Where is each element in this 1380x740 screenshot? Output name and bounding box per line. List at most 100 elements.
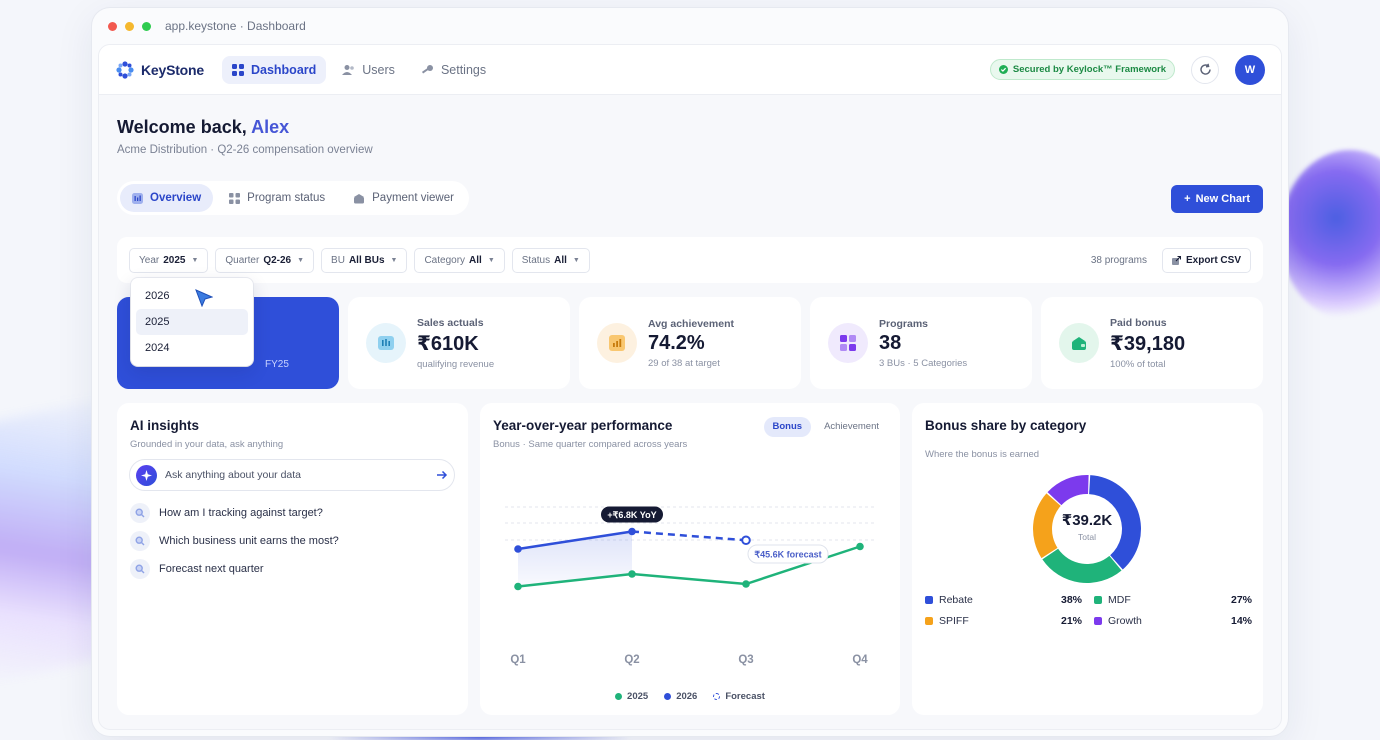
refresh-icon	[1199, 63, 1211, 75]
x-tick-label: Q2	[624, 654, 639, 666]
export-csv-button[interactable]: Export CSV	[1161, 247, 1251, 273]
top-nav: KeyStone Dashboard Users	[99, 45, 1281, 95]
export-csv-label: Export CSV	[1185, 254, 1241, 266]
toggle-achievement[interactable]: Achievement	[824, 421, 879, 432]
security-badge-label: Secured by Keylock™ Framework	[1012, 64, 1166, 75]
nav-item-settings[interactable]: Settings	[411, 56, 496, 84]
legend-percent: 27%	[1230, 594, 1252, 606]
data-point-2025	[742, 580, 750, 588]
filter-label: Year	[139, 254, 160, 266]
legend-swatch	[925, 617, 933, 625]
tab-payment-viewer[interactable]: Payment viewer	[341, 184, 466, 212]
filter-year[interactable]: Year 2025 ▼	[129, 247, 209, 273]
ai-insights-panel: AI insights Grounded in your data, ask a…	[117, 403, 468, 715]
yoy-legend: 2025 2026 Forecast	[480, 691, 900, 702]
filter-value: All	[554, 254, 567, 266]
nav-item-label: Settings	[440, 62, 487, 77]
legend-label: MDF	[1108, 594, 1131, 606]
sparkle-icon	[136, 464, 157, 486]
legend-item-2025: 2025	[615, 691, 648, 702]
filter-label: Status	[521, 254, 551, 266]
kpi-card-programs[interactable]: Programs 38 3 BUs · 5 Categories	[810, 297, 1032, 389]
legend-label: SPIFF	[939, 615, 969, 627]
x-tick-label: Q3	[738, 654, 753, 666]
legend-item-forecast: Forecast	[713, 691, 765, 702]
filter-value: All BUs	[348, 254, 385, 266]
new-chart-button[interactable]: + New Chart	[1171, 185, 1263, 213]
mouse-cursor-icon	[195, 289, 213, 307]
page-title: Welcome back, Alex	[117, 117, 289, 138]
kpi-card-avg-achievement[interactable]: Avg achievement 74.2% 29 of 38 at target	[579, 297, 801, 389]
ai-suggestion-item[interactable]: Forecast next quarter	[130, 559, 264, 579]
filter-status[interactable]: Status All ▼	[511, 247, 590, 273]
kpi-value: ₹610K	[417, 332, 479, 355]
search-icon	[130, 559, 150, 579]
kpi-label: Paid bonus	[1110, 316, 1167, 329]
users-icon	[342, 64, 355, 75]
grid-icon	[229, 192, 241, 204]
data-point-2025	[628, 570, 636, 578]
filter-label: Quarter	[225, 254, 260, 266]
x-tick-label: Q1	[510, 654, 526, 666]
wallet-icon	[354, 193, 365, 203]
kpi-sub: 100% of total	[1110, 358, 1166, 370]
tab-label: Program status	[247, 192, 326, 204]
nav-item-users[interactable]: Users	[332, 56, 405, 84]
ai-suggestion-item[interactable]: Which business unit earns the most?	[130, 531, 339, 551]
kpi-sub: 29 of 38 at target	[648, 357, 720, 369]
welcome-prefix: Welcome back,	[117, 117, 247, 137]
brand-logo[interactable]: KeyStone	[115, 60, 204, 80]
tab-program-status[interactable]: Program status	[217, 184, 337, 212]
legend-label: Growth	[1108, 615, 1142, 627]
nav-item-dashboard[interactable]: Dashboard	[221, 55, 327, 84]
minimize-window-button[interactable]	[125, 21, 134, 31]
filter-label: BU	[331, 254, 345, 266]
keystone-logo-icon	[116, 60, 134, 79]
user-avatar[interactable]: W	[1235, 54, 1265, 85]
legend-item-2026: 2026	[664, 691, 697, 702]
shield-check-icon	[998, 65, 1008, 74]
ai-ask-placeholder: Ask anything about your data	[165, 469, 302, 481]
bonus-share-title: Bonus share by category	[925, 418, 1087, 433]
ai-ask-input[interactable]: Ask anything about your data	[129, 459, 455, 491]
filter-bu[interactable]: BU All BUs ▼	[321, 247, 408, 273]
ai-suggestion-item[interactable]: How am I tracking against target?	[130, 503, 323, 523]
new-chart-label: New Chart	[1195, 193, 1250, 205]
brand-name: KeyStone	[141, 61, 204, 78]
donut-slice-growth	[1047, 475, 1089, 506]
legend-item-mdf: MDF	[1094, 594, 1131, 606]
filter-quarter[interactable]: Quarter Q2-26 ▼	[215, 247, 315, 273]
legend-percent: 38%	[1060, 594, 1082, 606]
legend-swatch	[1094, 596, 1102, 604]
yoy-callout-bg	[601, 506, 663, 523]
maximize-window-button[interactable]	[142, 21, 151, 31]
app-frame: KeyStone Dashboard Users	[98, 44, 1282, 730]
kpi-value: 38	[879, 331, 902, 354]
toggle-bonus[interactable]: Bonus	[763, 417, 812, 437]
forecast-callout-label: ₹45.6K forecast	[754, 550, 821, 560]
year-option-2025[interactable]: 2025	[136, 309, 248, 335]
ai-insights-title: AI insights	[130, 418, 200, 433]
year-option-2024[interactable]: 2024	[145, 342, 170, 354]
refresh-button[interactable]	[1191, 55, 1219, 84]
filter-value: 2025	[163, 254, 186, 266]
ai-suggestion-text: How am I tracking against target?	[159, 507, 323, 519]
overview-icon	[132, 192, 143, 204]
tab-label: Payment viewer	[372, 192, 454, 204]
year-option-2026[interactable]: 2026	[145, 290, 170, 302]
kpi-card-paid-bonus[interactable]: Paid bonus ₹39,180 100% of total	[1041, 297, 1263, 389]
data-point-2025	[856, 542, 864, 551]
plus-icon: +	[1184, 193, 1191, 205]
arrow-right-icon[interactable]	[436, 470, 448, 480]
tab-overview[interactable]: Overview	[120, 184, 214, 212]
decorative-glow-bottom	[330, 732, 630, 740]
window-titlebar: app.keystone · Dashboard	[92, 8, 1288, 44]
legend-label: Rebate	[939, 594, 973, 606]
kpi-card-sales-actuals[interactable]: Sales actuals ₹610K qualifying revenue	[348, 297, 570, 389]
series-line-2025	[517, 545, 861, 588]
export-icon	[1171, 255, 1181, 265]
series-line-2026	[517, 530, 633, 551]
donut-slice-spiff	[1033, 493, 1061, 559]
filter-category[interactable]: Category All ▼	[414, 247, 505, 273]
close-window-button[interactable]	[108, 21, 117, 31]
